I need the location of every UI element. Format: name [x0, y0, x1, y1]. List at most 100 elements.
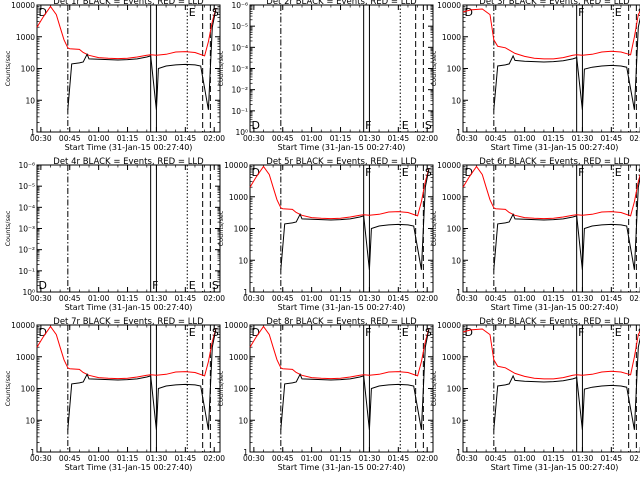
- plot-frame: [36, 164, 221, 293]
- y-tick-label: 1000: [16, 353, 35, 362]
- y-axis-label: Counts/sec: [430, 50, 438, 86]
- x-tick-label: 01:45: [601, 294, 623, 303]
- panel-title: Det 2r BLACK = Events, RED = LLD: [266, 0, 417, 7]
- marker-label: D: [39, 326, 47, 339]
- panel-6: Det 6r BLACK = Events, RED = LLD 1 10 100 10…: [430, 157, 640, 312]
- x-tick-label: 01:30: [572, 454, 594, 463]
- y-tick-label: 10: [238, 416, 248, 425]
- y-tick-label: 10: [451, 416, 461, 425]
- panel-title: Det 1r BLACK = Events, RED = LLD: [53, 0, 204, 7]
- y-tick-label: 10⁻⁵: [18, 182, 35, 191]
- x-axis-label: Start Time (31-Jan-15 00:27:40): [278, 303, 406, 312]
- x-tick-label: 00:45: [59, 294, 81, 303]
- y-tick-label: 10⁻³: [18, 225, 35, 234]
- y-tick-label: 10000: [11, 1, 35, 10]
- panel-title: Det 5r BLACK = Events, RED = LLD: [266, 157, 417, 167]
- x-tick-label: 00:30: [456, 294, 478, 303]
- lld-series-line: [462, 165, 640, 220]
- x-tick-label: 01:15: [543, 454, 565, 463]
- marker-label: D: [465, 6, 473, 19]
- panel-9: Det 9r BLACK = Events, RED = LLD 1 10 100 10…: [430, 317, 640, 472]
- y-tick-label: 1: [456, 288, 461, 297]
- y-tick-label: 1000: [16, 33, 35, 42]
- lld-series-line: [462, 8, 640, 60]
- x-tick-label: 01:30: [146, 294, 168, 303]
- y-tick-label: 1: [30, 128, 35, 137]
- panel-title: Det 3r BLACK = Events, RED = LLD: [479, 0, 630, 7]
- x-tick-label: 02:00: [203, 294, 225, 303]
- x-tick-label: 01:45: [175, 134, 197, 143]
- marker-label: S: [638, 166, 640, 179]
- x-tick-label: 01:45: [388, 134, 410, 143]
- y-tick-label: 10⁰: [235, 128, 248, 137]
- plot-frame: [249, 324, 434, 453]
- y-tick-label: 10⁻⁴: [231, 43, 248, 52]
- marker-label: S: [638, 6, 640, 19]
- x-tick-label: 01:15: [117, 454, 139, 463]
- x-axis-label: Start Time (31-Jan-15 00:27:40): [278, 143, 406, 152]
- x-tick-label: 01:45: [388, 294, 410, 303]
- y-tick-label: 10⁻⁵: [231, 22, 248, 31]
- x-tick-label: 01:15: [543, 294, 565, 303]
- events-series-line: [493, 17, 640, 110]
- x-tick-label: 01:45: [175, 454, 197, 463]
- y-tick-label: 10: [451, 96, 461, 105]
- x-tick-label: 02:00: [416, 134, 438, 143]
- panel-title: Det 9r BLACK = Events, RED = LLD: [479, 317, 630, 327]
- x-tick-label: 02:00: [629, 294, 640, 303]
- x-tick-label: 00:30: [243, 454, 265, 463]
- plot-frame: [36, 4, 221, 133]
- y-tick-label: 100: [447, 65, 462, 74]
- marker-label: E: [189, 279, 196, 292]
- lld-series-line: [36, 325, 217, 380]
- y-tick-label: 10⁰: [22, 288, 35, 297]
- y-tick-label: 10000: [437, 321, 461, 330]
- x-axis-label: Start Time (31-Jan-15 00:27:40): [65, 143, 193, 152]
- x-tick-label: 00:30: [30, 454, 52, 463]
- x-tick-label: 02:00: [203, 454, 225, 463]
- x-tick-label: 02:00: [203, 134, 225, 143]
- x-axis-label: Start Time (31-Jan-15 00:27:40): [278, 463, 406, 472]
- marker-label: F: [365, 326, 371, 339]
- lld-series-line: [36, 5, 217, 60]
- lld-series-line: [249, 325, 430, 380]
- marker-label: E: [615, 166, 622, 179]
- y-tick-label: 10⁻¹: [18, 267, 35, 276]
- x-tick-label: 00:45: [485, 454, 507, 463]
- y-tick-label: 10000: [11, 321, 35, 330]
- events-series-line: [280, 328, 430, 430]
- marker-label: D: [39, 279, 47, 292]
- y-tick-label: 1: [243, 448, 248, 457]
- y-tick-label: 100: [447, 385, 462, 394]
- x-tick-label: 00:30: [243, 294, 265, 303]
- y-tick-label: 1000: [229, 353, 248, 362]
- x-tick-label: 01:15: [117, 134, 139, 143]
- marker-label: D: [252, 166, 260, 179]
- panel-2: Det 2r BLACK = Events, RED = LLD 10⁰ 10⁻¹ 1…: [217, 0, 438, 152]
- x-tick-label: 01:45: [601, 454, 623, 463]
- y-tick-label: 10⁻⁶: [18, 161, 35, 170]
- events-series-line: [67, 328, 217, 430]
- x-tick-label: 00:30: [30, 134, 52, 143]
- x-tick-label: 01:30: [146, 454, 168, 463]
- panel-8: Det 8r BLACK = Events, RED = LLD 1 10 100 10…: [217, 317, 438, 472]
- y-axis-label: Counts/sec: [4, 210, 12, 246]
- y-tick-label: 10⁻⁴: [18, 203, 35, 212]
- plot-frame: [249, 4, 434, 133]
- x-axis-label: Start Time (31-Jan-15 00:27:40): [491, 303, 619, 312]
- x-tick-label: 00:30: [456, 134, 478, 143]
- x-tick-label: 01:30: [572, 134, 594, 143]
- x-tick-label: 00:45: [272, 454, 294, 463]
- y-tick-label: 100: [21, 65, 36, 74]
- x-tick-label: 02:00: [629, 134, 640, 143]
- y-tick-label: 100: [21, 385, 36, 394]
- y-tick-label: 10000: [224, 321, 248, 330]
- x-tick-label: 01:15: [543, 134, 565, 143]
- x-tick-label: 01:30: [359, 294, 381, 303]
- y-axis-label: Counts/sec: [217, 50, 225, 86]
- x-tick-label: 01:45: [175, 294, 197, 303]
- y-axis-label: Counts/sec: [217, 210, 225, 246]
- panel-title: Det 6r BLACK = Events, RED = LLD: [479, 157, 630, 167]
- y-tick-label: 1: [243, 288, 248, 297]
